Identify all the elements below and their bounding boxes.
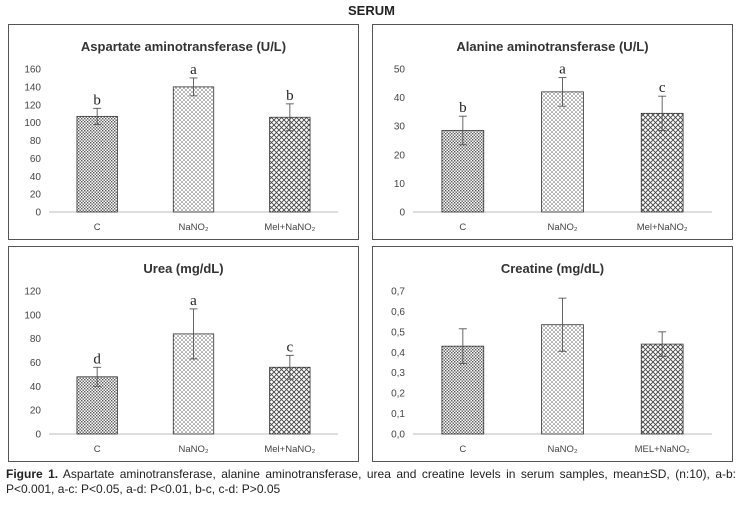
figure-title: SERUM [348, 3, 395, 18]
y-tick-label: 10 [394, 179, 406, 190]
bar-dense-dot [76, 115, 118, 213]
chart-title: Creatine (mg/dL) [501, 261, 604, 276]
chart-title: Urea (mg/dL) [143, 261, 223, 276]
bar-sparse-dot [541, 91, 584, 213]
x-tick-label: Mel+NaNO₂ [637, 222, 688, 233]
y-tick-label: 0,3 [391, 368, 405, 379]
significance-letter: a [190, 293, 197, 309]
significance-letter: c [286, 339, 293, 355]
significance-letter: a [190, 62, 197, 78]
caption-label: Figure 1. [6, 467, 59, 481]
y-tick-label: 0 [35, 208, 41, 219]
y-tick-label: 40 [30, 382, 42, 393]
y-tick-label: 0,7 [391, 287, 405, 298]
chart-svg: Urea (mg/dL) 0 20 40 60 80 100 120 d Ca NaNO₂ c Mel+… [24, 261, 338, 455]
x-tick-label: NaNO₂ [547, 444, 577, 455]
y-tick-label: 20 [394, 150, 406, 161]
bar-cross-hatch [640, 343, 684, 435]
x-tick-label: C [94, 444, 101, 455]
chart-title: Aspartate aminotransferase (U/L) [81, 39, 286, 54]
y-tick-label: 0 [35, 430, 41, 441]
y-tick-label: 0,5 [391, 327, 405, 338]
y-tick-label: 100 [24, 310, 41, 321]
y-tick-label: 0 [399, 208, 405, 219]
y-tick-label: 40 [394, 93, 406, 104]
y-tick-label: 120 [24, 287, 41, 298]
y-tick-label: 50 [394, 65, 406, 76]
y-tick-label: 80 [30, 334, 42, 345]
chart-panel-alt: Alanine aminotransferase (U/L) 0 10 20 30 40 5… [372, 24, 733, 240]
figure-caption: Figure 1. Aspartate aminotransferase, al… [6, 467, 736, 497]
x-tick-label: Mel+NaNO₂ [264, 444, 315, 455]
y-tick-label: 80 [30, 136, 42, 147]
x-tick-label: C [459, 222, 466, 233]
y-tick-label: 0,1 [391, 409, 405, 420]
x-tick-label: Mel+NaNO₂ [264, 222, 315, 233]
significance-letter: b [93, 92, 101, 108]
chart-svg: Aspartate aminotransferase (U/L) 0 20 40 60 8… [24, 39, 338, 233]
significance-letter: b [459, 100, 467, 116]
x-tick-label: NaNO₂ [178, 444, 208, 455]
y-tick-label: 0,6 [391, 307, 405, 318]
significance-letter: a [559, 62, 566, 78]
significance-letter: d [93, 351, 101, 367]
bar-sparse-dot [172, 86, 215, 213]
x-tick-label: NaNO₂ [178, 222, 208, 233]
significance-letter: b [286, 88, 294, 104]
y-tick-label: 30 [394, 122, 406, 133]
y-tick-label: 160 [24, 65, 41, 76]
y-tick-label: 40 [30, 172, 42, 183]
y-tick-label: 120 [24, 100, 41, 111]
y-tick-label: 60 [30, 358, 42, 369]
x-tick-label: C [459, 444, 466, 455]
caption-text: Aspartate aminotransferase, alanine amin… [6, 467, 737, 496]
chart-panel-ast: Aspartate aminotransferase (U/L) 0 20 40 60 8… [8, 24, 359, 240]
chart-svg: Creatine (mg/dL) 0,0 0,1 0,2 0,3 0,4 0,5 0,6 0,7… [391, 261, 712, 455]
chart-svg: Alanine aminotransferase (U/L) 0 10 20 30 40 5… [394, 39, 712, 233]
y-tick-label: 0,2 [391, 389, 405, 400]
x-tick-label: MEL+NaNO₂ [635, 444, 690, 455]
x-tick-label: NaNO₂ [547, 222, 577, 233]
chart-panel-creatine: Creatine (mg/dL) 0,0 0,1 0,2 0,3 0,4 0,5 0,6 0,7… [372, 246, 733, 462]
x-tick-label: C [94, 222, 101, 233]
chart-title: Alanine aminotransferase (U/L) [456, 39, 648, 54]
y-tick-label: 0,4 [391, 348, 405, 359]
y-tick-label: 0,0 [391, 430, 405, 441]
y-tick-label: 140 [24, 82, 41, 93]
significance-letter: c [659, 80, 666, 96]
y-tick-label: 20 [30, 406, 42, 417]
y-tick-label: 20 [30, 190, 42, 201]
y-tick-label: 60 [30, 154, 42, 165]
y-tick-label: 100 [24, 118, 41, 129]
bar-cross-hatch [269, 116, 311, 213]
